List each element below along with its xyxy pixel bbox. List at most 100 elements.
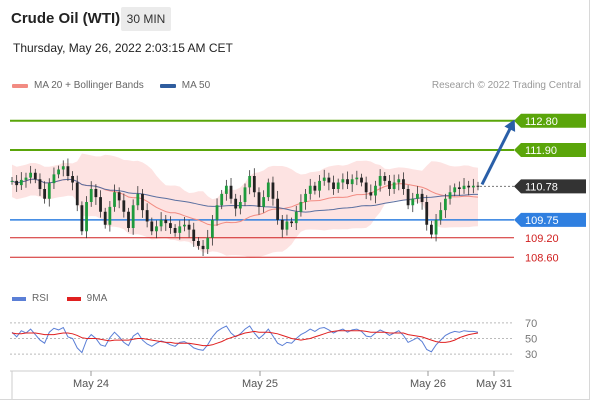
legend-label-9ma: 9MA: [86, 293, 108, 304]
candle-body: [173, 228, 177, 233]
candle-body: [392, 182, 396, 189]
level-tag-resistance: [514, 143, 586, 157]
price-legend: MA 20 + Bollinger Bands MA 50: [12, 80, 226, 91]
legend-label-ma20: MA 20 + Bollinger Bands: [34, 80, 144, 91]
candle-body: [108, 206, 112, 225]
candle-body: [336, 182, 340, 189]
candle-body: [164, 219, 168, 224]
candle-body: [127, 211, 130, 228]
candle-body: [355, 177, 359, 180]
candle-body: [402, 179, 405, 189]
candle-body: [103, 211, 107, 225]
candle-body: [290, 221, 293, 224]
candle-body: [52, 174, 56, 184]
candle-body: [388, 180, 391, 189]
level-label-resistance: 111.90: [525, 145, 557, 157]
forecast-arrow-shaft: [480, 124, 514, 186]
candle-body: [75, 182, 79, 206]
candle-body: [66, 166, 70, 176]
candle-body: [234, 198, 238, 209]
candle-body: [266, 182, 270, 198]
candle-body: [238, 202, 242, 209]
level-tag-resistance: [514, 113, 586, 128]
rsi-line: [11, 325, 479, 354]
instrument-title: Crude Oil (WTI): [11, 10, 121, 27]
candle-body: [383, 176, 387, 181]
candle-body: [15, 180, 19, 186]
candle-body: [10, 180, 14, 182]
candle-body: [178, 226, 182, 233]
level-label-support: 108.60: [525, 252, 559, 264]
candle-body: [369, 192, 373, 196]
candle-body: [192, 229, 196, 241]
candle-body: [257, 192, 261, 207]
candle-body: [159, 219, 163, 227]
candle-body: [150, 221, 154, 232]
candle-body: [299, 202, 303, 212]
candle-body: [85, 202, 88, 232]
rsi-legend: RSI 9MA: [12, 293, 125, 304]
rsi-tick-label: 70: [525, 318, 537, 330]
candle-body: [350, 179, 354, 185]
candle-body: [224, 185, 228, 194]
legend-item-ma50: MA 50: [159, 80, 211, 91]
candle-body: [420, 193, 424, 202]
candle-body: [252, 176, 256, 193]
candle-body: [318, 180, 321, 191]
candle-body: [99, 197, 102, 212]
candle-body: [271, 182, 275, 199]
legend-swatch-ma20: [12, 83, 28, 88]
candle-body: [285, 221, 289, 230]
candle-body: [430, 224, 433, 235]
candle-body: [47, 183, 51, 199]
candle-body: [229, 185, 233, 199]
candle-body: [243, 187, 247, 202]
candle-body: [308, 185, 312, 194]
candle-body: [448, 192, 452, 199]
candle-body: [457, 187, 461, 189]
candle-body: [19, 179, 23, 186]
candle-body: [29, 172, 33, 178]
candle-body: [462, 185, 466, 189]
candle-body: [248, 176, 252, 188]
candle-body: [360, 177, 363, 183]
candle-body: [24, 177, 28, 180]
candle-body: [332, 182, 335, 189]
candle-body: [71, 176, 74, 183]
rsi-tick-label: 50: [525, 334, 537, 346]
candle-body: [215, 205, 219, 220]
legend-item-9ma: 9MA: [66, 293, 108, 304]
candle-body: [61, 166, 65, 170]
candle-body: [94, 189, 98, 198]
candle-body: [183, 224, 186, 227]
x-tick-label: May 25: [242, 378, 278, 390]
candle-body: [201, 245, 205, 250]
candle-body: [341, 179, 345, 183]
x-tick-label: May 24: [73, 378, 109, 390]
legend-label-ma50: MA 50: [181, 80, 211, 91]
candle-body: [38, 179, 42, 189]
research-credit: Research © 2022 Trading Central: [431, 80, 581, 91]
level-label-resistance: 112.80: [525, 116, 558, 128]
legend-swatch-ma50: [159, 83, 176, 88]
candle-body: [411, 198, 415, 206]
candle-body: [294, 211, 298, 224]
candle-body: [476, 185, 480, 187]
candle-body: [117, 192, 121, 201]
candle-body: [276, 198, 280, 220]
candle-body: [327, 177, 331, 183]
legend-item-ma20: MA 20 + Bollinger Bands: [12, 80, 144, 91]
candle-body: [197, 241, 200, 246]
level-label-pivot: 109.75: [525, 215, 559, 227]
chart-header: Crude Oil (WTI) 30 MIN: [0, 0, 590, 36]
legend-swatch-9ma: [66, 296, 81, 301]
timeframe-button[interactable]: 30 MIN: [121, 7, 171, 31]
candle-body: [145, 210, 149, 222]
level-label-last-price: 110.78: [525, 181, 558, 193]
candle-body: [43, 189, 47, 199]
candle-body: [406, 189, 410, 206]
x-tick-label: May 26: [410, 378, 446, 390]
candle-body: [374, 185, 377, 196]
candle-body: [131, 205, 135, 228]
